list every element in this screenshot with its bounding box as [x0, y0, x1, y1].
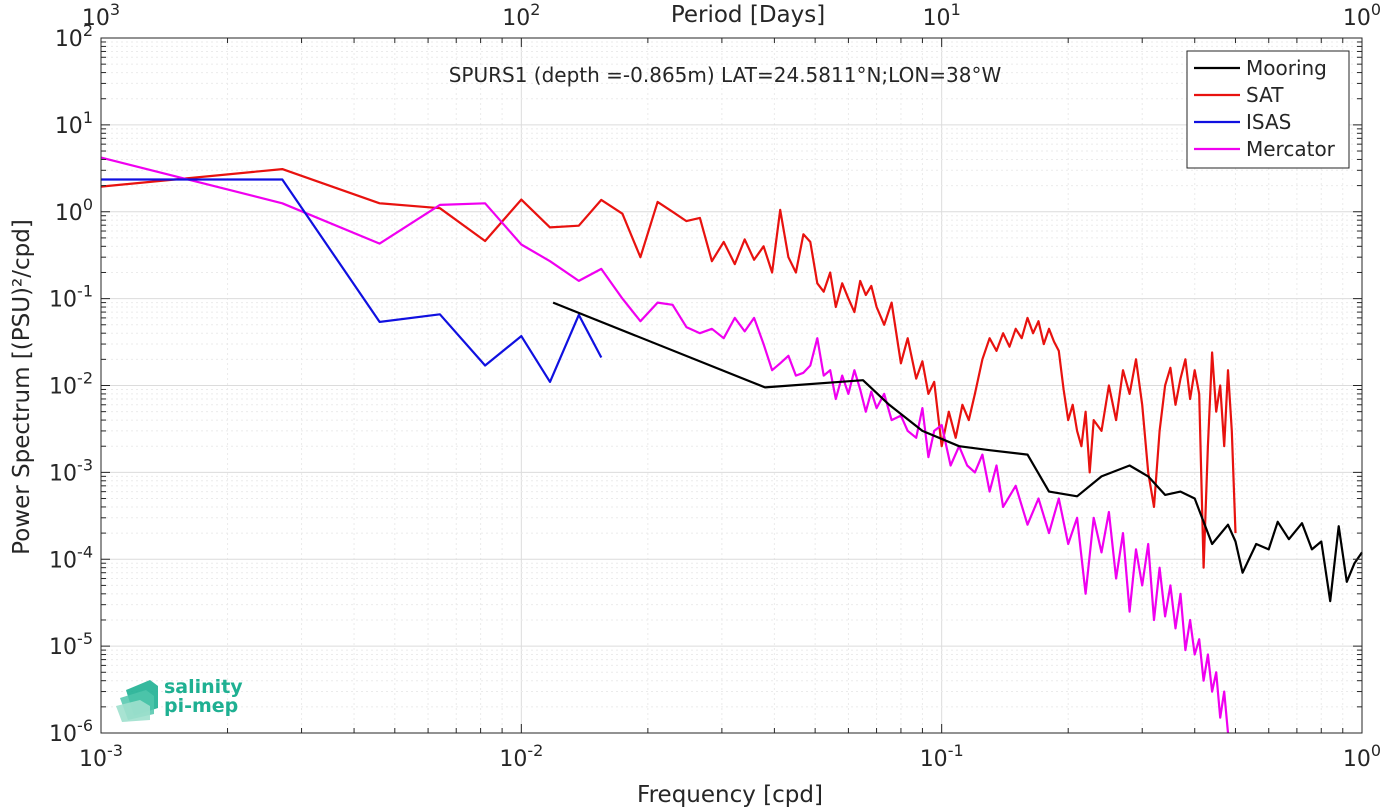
- x-tick-label: 10-2: [499, 741, 543, 772]
- legend: Mooring SAT ISAS Mercator: [1186, 50, 1350, 169]
- y-tick-labels: 10-6 10-5 10-4 10-3 10-2 10-1 100 101 102: [49, 21, 93, 747]
- x-tick-label: 10-3: [79, 741, 123, 772]
- logo-wave-front: [116, 700, 150, 722]
- y-axis-title: Power Spectrum [(PSU)²/cpd]: [9, 219, 35, 555]
- x-tick-label: 10-1: [920, 741, 964, 772]
- logo-text-salinity: salinity: [164, 676, 243, 698]
- legend-label-isas: ISAS: [1246, 110, 1291, 134]
- y-tick-label: 100: [55, 195, 93, 226]
- logo-text-pi-mep: pi-mep: [164, 695, 238, 717]
- y-tick-label: 102: [55, 21, 93, 52]
- x2-tick-label: 103: [82, 0, 120, 31]
- x2-axis-title: Period [Days]: [671, 2, 825, 28]
- y-tick-label: 10-6: [49, 716, 93, 747]
- salinity-pi-mep-logo: salinity pi-mep: [116, 676, 243, 722]
- x-tick-labels: 10-3 10-2 10-1 100: [79, 741, 1381, 772]
- legend-label-sat: SAT: [1246, 83, 1284, 107]
- x2-tick-labels: 103 102 101 100: [82, 0, 1381, 31]
- series-line-sat: [100, 168, 1237, 569]
- y-tick-label: 10-1: [49, 282, 93, 313]
- series-line-isas: [101, 178, 603, 383]
- y-tick-label: 101: [55, 108, 93, 139]
- x2-tick-label: 101: [923, 0, 961, 31]
- x-tick-label: 100: [1343, 741, 1381, 772]
- tick-marks: [100, 38, 1362, 734]
- x2-tick-label: 100: [1343, 0, 1381, 31]
- series-line-mercator: [100, 156, 1230, 734]
- legend-label-mercator: Mercator: [1246, 137, 1336, 161]
- y-tick-label: 10-2: [49, 369, 93, 400]
- x-axis-title: Frequency [cpd]: [637, 782, 823, 808]
- y-tick-label: 10-3: [49, 455, 93, 486]
- chart-title: SPURS1 (depth =-0.865m) LAT=24.5811°N;LO…: [449, 63, 1002, 87]
- y-tick-label: 10-5: [49, 629, 93, 660]
- series-lines: [100, 156, 1363, 734]
- legend-label-mooring: Mooring: [1246, 56, 1327, 80]
- y-tick-label: 10-4: [49, 542, 93, 573]
- series-line-mooring: [552, 301, 1363, 603]
- x2-tick-label: 102: [502, 0, 540, 31]
